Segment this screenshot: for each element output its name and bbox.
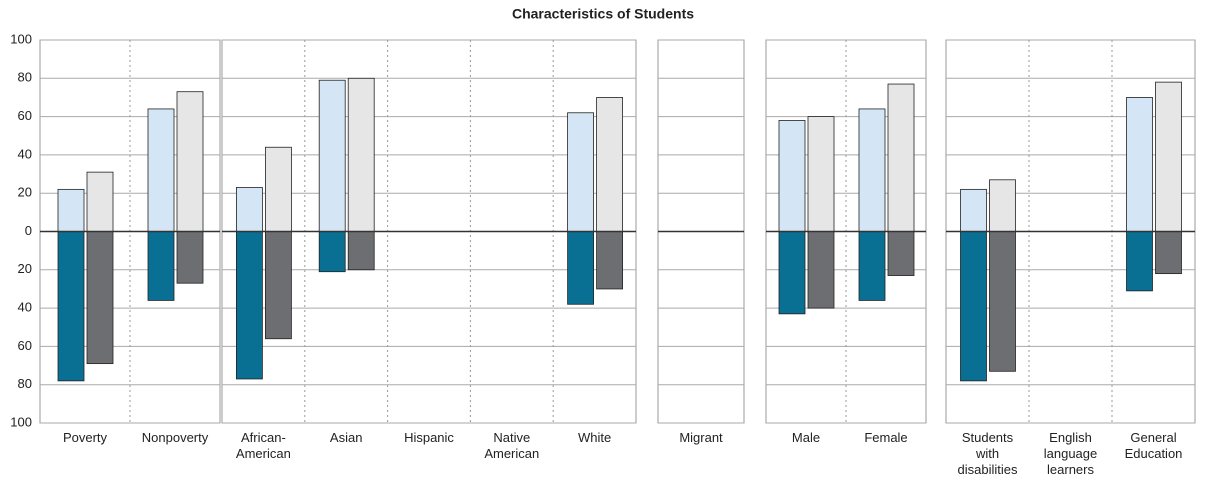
- y-tick-label: 60: [18, 108, 32, 123]
- bar: [235, 231, 263, 380]
- y-tick-label: 60: [18, 338, 32, 353]
- x-tick-label: Nonpoverty: [141, 430, 209, 446]
- bar: [596, 97, 623, 232]
- bar: [596, 231, 623, 290]
- x-tick-label: Hispanic: [397, 430, 461, 446]
- bar: [807, 116, 835, 232]
- x-tick-label: Migrant: [669, 430, 733, 446]
- y-tick-label: 20: [18, 185, 32, 200]
- y-tick-label: 40: [18, 300, 32, 315]
- bar: [989, 179, 1016, 232]
- x-tick-label: Poverty: [53, 430, 117, 446]
- x-tick-text: Asian: [329, 430, 363, 445]
- bar: [264, 146, 292, 232]
- x-tick-label: Female: [854, 430, 918, 446]
- bar: [147, 108, 175, 232]
- x-tick-text: Native American: [484, 430, 540, 461]
- bar: [1155, 231, 1182, 275]
- bar: [858, 231, 886, 301]
- bar: [887, 83, 915, 232]
- bar: [86, 231, 114, 365]
- bar: [176, 91, 204, 232]
- bar: [778, 231, 806, 315]
- bar: [567, 112, 594, 232]
- bar: [807, 231, 835, 309]
- x-tick-text: Nonpoverty: [141, 430, 209, 445]
- x-tick-label: Male: [774, 430, 838, 446]
- y-tick-label: 20: [18, 261, 32, 276]
- bar: [989, 231, 1016, 372]
- y-tick-label: 80: [18, 70, 32, 85]
- bar: [347, 231, 375, 271]
- bar: [567, 231, 594, 305]
- bar: [86, 171, 114, 232]
- bar: [57, 231, 85, 382]
- bar: [1126, 231, 1153, 292]
- x-tick-label: Students with disabilities: [956, 430, 1020, 478]
- x-tick-text: African-American: [235, 430, 291, 461]
- x-tick-label: English language learners: [1039, 430, 1103, 478]
- x-tick-label: General Education: [1122, 430, 1186, 462]
- bar: [960, 231, 987, 382]
- y-tick-label: 40: [18, 146, 32, 161]
- x-tick-text: Migrant: [679, 430, 723, 445]
- y-tick-label: 0: [25, 223, 32, 238]
- bar: [318, 231, 346, 273]
- x-tick-text: Students with disabilities: [957, 430, 1018, 477]
- y-tick-label: 80: [18, 376, 32, 391]
- x-tick-text: Female: [864, 430, 908, 445]
- bar: [235, 187, 263, 232]
- x-tick-text: White: [577, 430, 612, 445]
- bar: [1155, 81, 1182, 232]
- x-tick-label: Asian: [314, 430, 378, 446]
- x-tick-text: English language learners: [1043, 430, 1098, 477]
- y-tick-label: 100: [10, 414, 32, 429]
- chart-title: Characteristics of Students: [512, 6, 694, 22]
- bar: [318, 79, 346, 232]
- bar: [57, 188, 85, 232]
- x-tick-label: Native American: [480, 430, 544, 462]
- x-tick-label: White: [563, 430, 627, 446]
- bar: [147, 231, 175, 301]
- x-tick-text: Hispanic: [404, 430, 454, 445]
- x-tick-text: Male: [791, 430, 821, 445]
- bar: [778, 120, 806, 232]
- bar: [347, 77, 375, 232]
- bar: [960, 188, 987, 232]
- bar: [176, 231, 204, 284]
- bar: [1126, 97, 1153, 232]
- x-tick-text: General Education: [1124, 430, 1183, 461]
- x-tick-label: African-American: [231, 430, 295, 462]
- bar: [887, 231, 915, 276]
- bar: [858, 108, 886, 232]
- x-tick-text: Poverty: [62, 430, 108, 445]
- bar: [264, 231, 292, 340]
- y-tick-label: 100: [10, 31, 32, 46]
